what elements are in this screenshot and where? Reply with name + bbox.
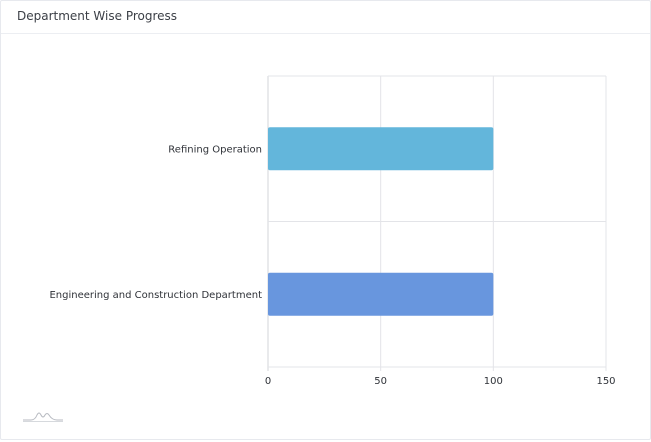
sparkline-icon [23,412,63,422]
x-tick-label: 50 [374,376,387,387]
x-tick-label: 150 [596,376,615,387]
bar [268,127,494,171]
bar [268,272,494,316]
x-tick-label: 100 [484,376,503,387]
card-title: Department Wise Progress [17,9,178,23]
x-tick-label: 0 [265,376,271,387]
category-label: Engineering and Construction Department [49,290,262,301]
category-label: Refining Operation [168,144,262,155]
card-header: Department Wise Progress [1,1,650,34]
